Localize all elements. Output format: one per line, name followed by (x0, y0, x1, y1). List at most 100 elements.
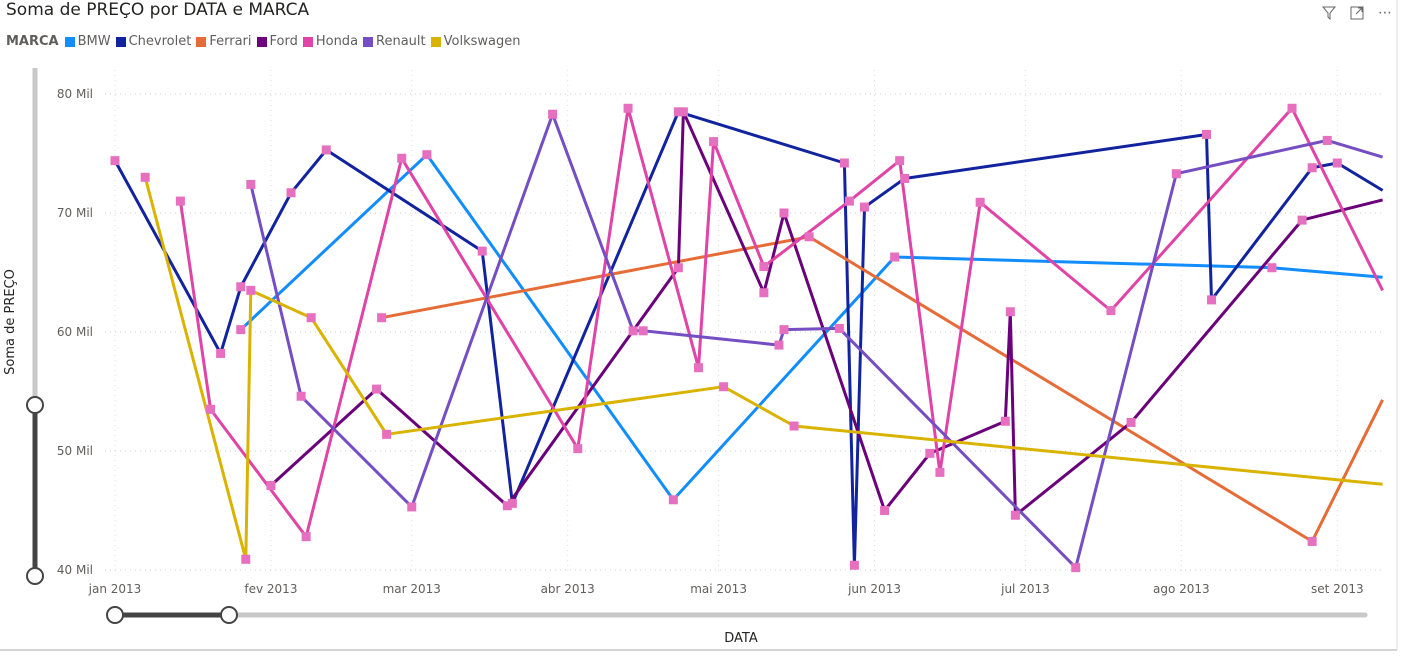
x-slider-handle-left[interactable] (106, 606, 124, 624)
legend-item-volkswagen[interactable]: Volkswagen (430, 34, 520, 49)
data-point-renault[interactable] (628, 326, 638, 336)
data-point-chevrolet[interactable] (1307, 163, 1317, 173)
data-point-renault[interactable] (1071, 563, 1081, 573)
data-point-ford[interactable] (266, 481, 276, 491)
data-point-honda[interactable] (709, 137, 719, 147)
legend-item-chevrolet[interactable]: Chevrolet (115, 34, 192, 49)
data-point-volkswagen[interactable] (789, 421, 799, 431)
data-point-ford[interactable] (1126, 417, 1136, 427)
data-point-chevrolet[interactable] (216, 348, 226, 358)
y-tick-label: 70 Mil (57, 206, 93, 220)
more-options-icon[interactable]: ⋯ (1378, 5, 1392, 21)
data-point-honda[interactable] (693, 363, 703, 373)
data-point-renault[interactable] (1171, 169, 1181, 179)
data-point-volkswagen[interactable] (719, 382, 729, 392)
data-point-ferrari[interactable] (1307, 536, 1317, 546)
data-point-ford[interactable] (673, 263, 683, 273)
data-point-chevrolet[interactable] (477, 246, 487, 256)
data-point-honda[interactable] (397, 153, 407, 163)
data-point-chevrolet[interactable] (839, 158, 849, 168)
data-point-honda[interactable] (895, 156, 905, 166)
data-point-renault[interactable] (407, 502, 417, 512)
data-point-ferrari[interactable] (377, 313, 387, 323)
data-point-honda[interactable] (206, 404, 216, 414)
data-point-volkswagen[interactable] (140, 172, 150, 182)
data-point-chevrolet[interactable] (1202, 129, 1212, 139)
data-point-chevrolet[interactable] (110, 156, 120, 166)
data-point-ford[interactable] (1005, 307, 1015, 317)
data-point-ford[interactable] (1000, 416, 1010, 426)
y-tick-label: 50 Mil (57, 444, 93, 458)
visual-header: ⋯ (1320, 4, 1394, 22)
data-point-honda[interactable] (301, 532, 311, 542)
data-point-ford[interactable] (779, 208, 789, 218)
data-point-chevrolet[interactable] (673, 107, 683, 117)
data-point-ford[interactable] (1297, 215, 1307, 225)
y-slider-handle-top[interactable] (26, 396, 44, 414)
data-point-bmw[interactable] (236, 325, 246, 335)
x-slider-handle-right[interactable] (220, 606, 238, 624)
data-point-volkswagen[interactable] (241, 554, 251, 564)
data-point-ford[interactable] (678, 107, 688, 117)
data-point-renault[interactable] (296, 391, 306, 401)
data-point-chevrolet[interactable] (859, 202, 869, 212)
data-point-ford[interactable] (372, 384, 382, 394)
data-point-honda[interactable] (623, 103, 633, 113)
data-point-ford[interactable] (502, 501, 512, 511)
legend-item-ferrari[interactable]: Ferrari (196, 34, 252, 49)
data-point-chevrolet[interactable] (1207, 295, 1217, 305)
x-tick-label: mar 2013 (383, 582, 441, 596)
data-point-renault[interactable] (774, 340, 784, 350)
data-point-honda[interactable] (759, 262, 769, 272)
data-point-chevrolet[interactable] (236, 282, 246, 292)
data-point-bmw[interactable] (890, 252, 900, 262)
data-point-renault[interactable] (638, 326, 648, 336)
series-line-chevrolet (113, 110, 1384, 567)
x-axis-title: DATA (724, 631, 758, 646)
data-point-ford[interactable] (880, 506, 890, 515)
data-point-bmw[interactable] (668, 495, 678, 505)
x-zoom-slider[interactable] (106, 606, 1368, 624)
data-point-chevrolet[interactable] (1332, 158, 1342, 168)
data-point-renault[interactable] (1322, 135, 1332, 145)
data-point-honda[interactable] (1106, 306, 1116, 316)
data-point-honda[interactable] (935, 467, 945, 477)
data-point-ford[interactable] (925, 448, 935, 458)
data-point-renault[interactable] (548, 109, 558, 119)
legend-item-renault[interactable]: Renault (363, 34, 426, 49)
data-point-bmw[interactable] (422, 150, 432, 160)
data-point-ford[interactable] (759, 288, 769, 298)
y-zoom-slider[interactable] (26, 68, 44, 585)
data-point-chevrolet[interactable] (849, 560, 859, 570)
data-point-honda[interactable] (975, 197, 985, 207)
legend-title: MARCA (6, 34, 59, 49)
data-point-chevrolet[interactable] (507, 498, 517, 508)
legend-item-ford[interactable]: Ford (256, 34, 298, 49)
filter-icon[interactable] (1320, 4, 1338, 22)
legend-label: Chevrolet (128, 34, 192, 49)
data-point-volkswagen[interactable] (246, 285, 256, 295)
data-point-chevrolet[interactable] (286, 188, 296, 198)
data-point-chevrolet[interactable] (321, 145, 331, 155)
legend-swatch (363, 36, 374, 47)
data-point-honda[interactable] (573, 444, 583, 454)
data-point-ford[interactable] (1010, 510, 1020, 520)
data-point-honda[interactable] (1287, 103, 1297, 113)
data-point-honda[interactable] (175, 196, 185, 206)
x-tick-label: jul 2013 (1000, 582, 1050, 596)
data-point-bmw[interactable] (1267, 263, 1277, 273)
data-point-chevrolet[interactable] (900, 173, 910, 183)
series-line-ferrari (381, 235, 1384, 543)
data-point-renault[interactable] (246, 179, 256, 189)
legend-item-bmw[interactable]: BMW (64, 34, 111, 49)
data-point-volkswagen[interactable] (306, 313, 316, 323)
legend-item-honda[interactable]: Honda (302, 34, 358, 49)
data-point-volkswagen[interactable] (382, 429, 392, 439)
y-slider-handle-bottom[interactable] (26, 567, 44, 585)
data-point-renault[interactable] (834, 323, 844, 333)
data-point-ferrari[interactable] (804, 232, 814, 242)
data-point-honda[interactable] (844, 196, 854, 206)
focus-mode-icon[interactable] (1348, 4, 1366, 22)
data-point-renault[interactable] (779, 325, 789, 335)
